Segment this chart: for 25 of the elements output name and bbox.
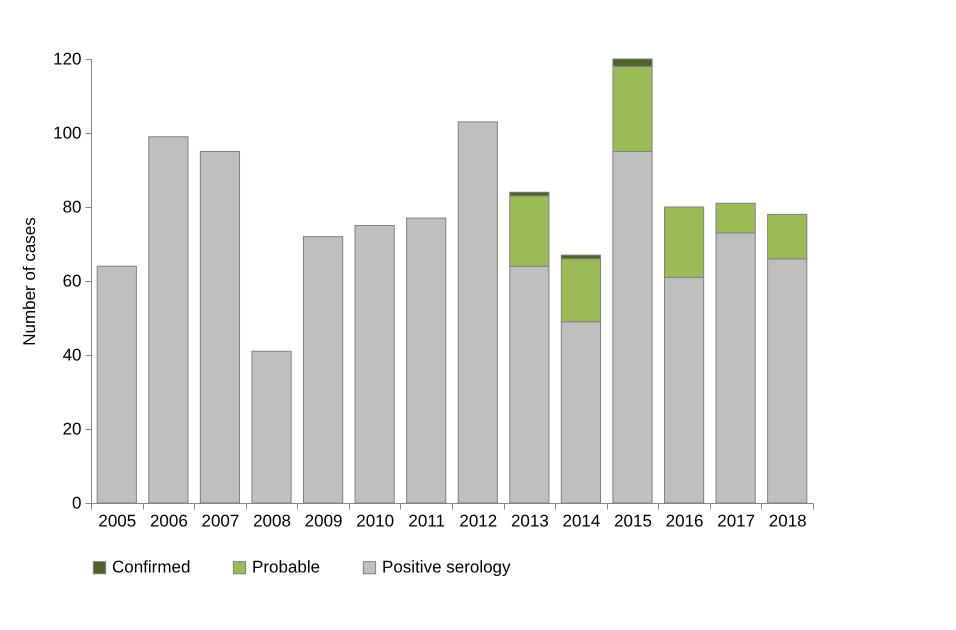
y-tick-label: 100 <box>53 124 82 142</box>
y-tick-label: 120 <box>53 50 82 68</box>
legend-label: Confirmed <box>112 558 190 577</box>
x-tick-label: 2008 <box>253 512 291 530</box>
x-tick-label: 2010 <box>356 512 394 530</box>
x-tick-label: 2015 <box>614 512 652 530</box>
y-tick-label: 60 <box>62 272 82 290</box>
legend-label: Positive serology <box>382 558 512 577</box>
x-tick-label: 2017 <box>717 512 756 530</box>
x-tick-label: 2006 <box>150 512 188 530</box>
x-tick-label: 2012 <box>459 512 498 530</box>
y-tick-label: 40 <box>62 346 82 364</box>
x-tick-label: 2014 <box>562 512 600 530</box>
x-tick-label: 2011 <box>408 512 445 530</box>
legend-label: Probable <box>252 558 320 577</box>
y-tick-label: 80 <box>62 198 82 216</box>
x-tick-label: 2005 <box>98 512 136 530</box>
y-tick-label: 20 <box>62 420 82 438</box>
y-axis-title: Number of cases <box>20 217 40 346</box>
x-tick-label: 2016 <box>666 512 704 530</box>
x-tick-label: 2018 <box>768 512 807 530</box>
x-tick-label: 2009 <box>304 512 342 530</box>
y-tick-label: 0 <box>72 494 82 512</box>
x-tick-label: 2013 <box>510 512 549 530</box>
x-tick-label: 2007 <box>202 512 240 530</box>
